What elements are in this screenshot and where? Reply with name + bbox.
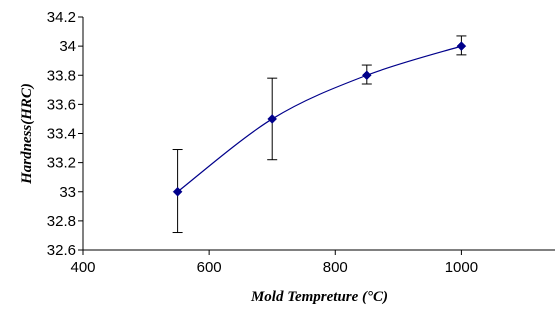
data-point	[361, 70, 372, 81]
y-tick-label: 33	[59, 184, 76, 201]
y-tick-label: 34	[59, 38, 76, 55]
x-tick-label: 600	[197, 259, 222, 276]
y-tick-label: 33.8	[47, 67, 76, 84]
y-tick-label: 33.4	[47, 126, 76, 143]
y-tick-label: 32.8	[47, 213, 76, 230]
series	[172, 35, 467, 234]
x-tick-label: 400	[70, 259, 95, 276]
series-line	[177, 45, 462, 193]
axes	[82, 17, 555, 251]
y-tick-label: 34.2	[47, 9, 76, 26]
x-axis-title: Mold Tempreture (°C)	[250, 289, 388, 305]
data-point	[456, 41, 467, 51]
data-point	[267, 114, 278, 124]
y-tick-label: 32.6	[47, 242, 76, 259]
x-tick-label: 1000	[445, 259, 478, 276]
y-tick-label: 33.6	[47, 96, 76, 113]
x-tick-label: 800	[323, 259, 348, 276]
data-point	[172, 186, 183, 197]
y-tick-label: 33.2	[47, 155, 76, 172]
ticks: 32.6 32.8 33 33.2 33.4 33.6 33.8 34 34.2 400 600 80…	[47, 9, 478, 276]
y-axis-title: Hardness(HRC)	[19, 83, 35, 185]
